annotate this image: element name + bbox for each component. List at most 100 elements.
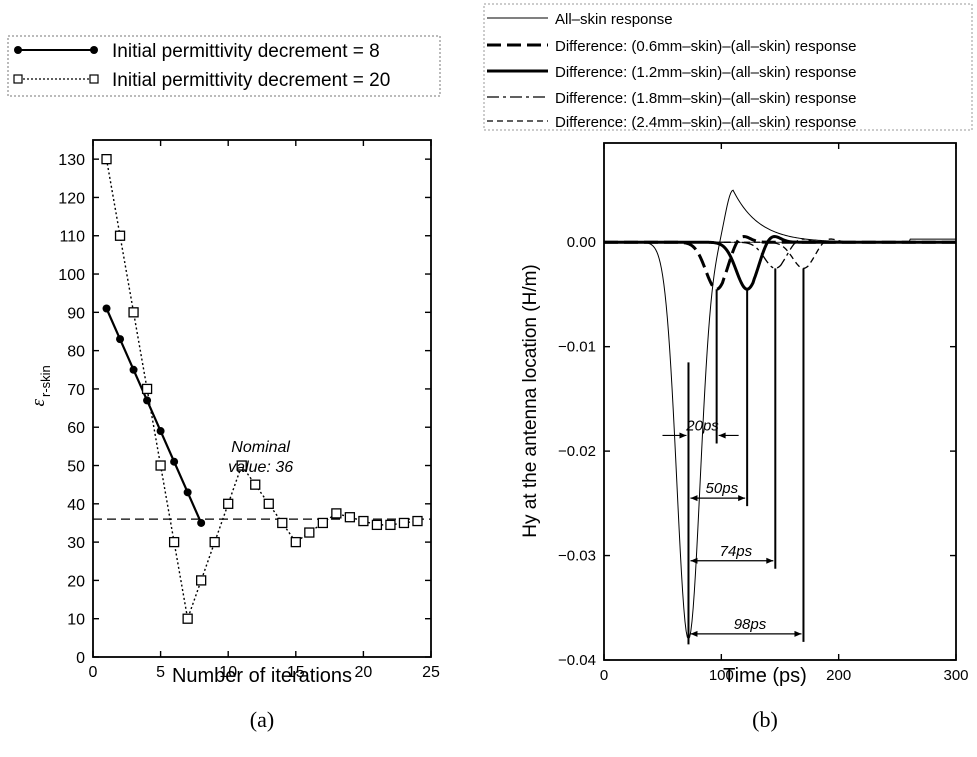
y-tick-label-a: 30: [67, 535, 85, 552]
panel-label-b: (b): [752, 707, 778, 732]
nominal-annotation-line-2: value: 36: [228, 459, 293, 476]
y-tick-label-b: −0.01: [558, 339, 596, 356]
delay-label: 98ps: [734, 616, 767, 633]
response-curves: [604, 189, 956, 641]
marker-decrement-20: [168, 536, 180, 548]
marker-decrement-20: [209, 536, 220, 548]
nominal-annotation-line-1: Nominal: [231, 439, 290, 456]
marker-decrement-20: [155, 460, 166, 471]
plot-area-a: [92, 139, 432, 658]
axes-b: 0 100 200 300 0.00 −0.01 −0.02 −0.03 −0.04: [558, 143, 969, 684]
x-tick-label-b: 100: [709, 667, 734, 684]
x-tick-label-a: 10: [219, 664, 237, 681]
panel-label-a: (a): [250, 707, 274, 732]
y-axis-label-b: Hy at the antenna location (H/m): [520, 264, 541, 538]
marker-decrement-20: [277, 517, 288, 529]
legend-a-label-2: Initial permittivity decrement = 20: [112, 70, 390, 91]
response-curve-2: [604, 235, 956, 291]
delay-arrowhead: [718, 432, 726, 439]
series-decrement-8-markers: [102, 304, 206, 527]
delay-label: 20ps: [685, 417, 719, 434]
delay-arrowhead: [766, 557, 774, 564]
x-tick-label-a: 25: [422, 664, 440, 681]
y-tick-label-a: 20: [67, 573, 85, 590]
x-tick-label-a: 20: [355, 664, 373, 681]
y-tick-label-a: 90: [67, 305, 85, 322]
y-tick-label-b: −0.03: [558, 548, 596, 565]
delay-label: 50ps: [706, 480, 739, 497]
y-axis-label-a: ε r-skin: [28, 365, 53, 406]
legend-b-frame: [483, 3, 973, 131]
delay-arrowhead: [679, 432, 687, 439]
y-tick-label-a: 110: [59, 229, 85, 246]
marker-decrement-20: [182, 613, 193, 624]
y-tick-label-a: 70: [67, 382, 85, 399]
marker-decrement-20: [344, 512, 356, 523]
x-tick-label-b: 300: [943, 667, 968, 684]
panel-a: Initial permittivity decrement = 8 Initi…: [7, 35, 441, 732]
legend-a-marker-1a: [14, 46, 22, 54]
legend-a-label-1: Initial permittivity decrement = 8: [112, 41, 380, 62]
marker-decrement-20: [304, 527, 315, 538]
y-tick-label-a: 130: [58, 152, 85, 169]
x-axis-label-a: Number of iterations: [172, 665, 352, 687]
x-axis-label-b: Time (ps): [723, 665, 807, 687]
legend-a: Initial permittivity decrement = 8 Initi…: [7, 35, 441, 97]
series-decrement-8-line: [105, 308, 203, 524]
x-tick-label-a: 15: [287, 664, 305, 681]
y-tick-label-b: −0.02: [558, 443, 596, 460]
y-tick-label-a: 60: [67, 420, 85, 437]
response-curve-1: [604, 189, 956, 641]
marker-decrement-8: [156, 427, 165, 436]
marker-decrement-8: [170, 457, 179, 466]
x-tick-label-b: 0: [600, 667, 608, 684]
marker-decrement-8: [143, 396, 152, 405]
series-decrement-20-markers: [101, 153, 423, 624]
legend-a-frame: [7, 35, 441, 97]
marker-decrement-20: [331, 508, 342, 519]
delay-arrowhead: [690, 630, 698, 637]
legend-b-label-1: All–skin response: [555, 11, 673, 28]
marker-decrement-20: [358, 515, 369, 527]
marker-decrement-20: [371, 519, 383, 531]
x-tick-label-b: 200: [826, 667, 851, 684]
y-tick-label-a: 120: [58, 190, 85, 207]
delay-annotations: 20ps 50ps 74ps 98ps: [662, 268, 805, 645]
marker-decrement-20: [223, 498, 234, 509]
delay-label: 74ps: [720, 543, 753, 560]
legend-b-label-4: Difference: (1.8mm–skin)–(all–skin) resp…: [555, 90, 857, 107]
delay-arrowhead: [738, 495, 746, 502]
marker-decrement-20: [101, 153, 112, 165]
legend-a-marker-2b: [89, 74, 99, 84]
marker-decrement-20: [114, 230, 126, 241]
legend-a-marker-2a: [13, 74, 23, 84]
y-tick-label-a: 0: [76, 650, 85, 667]
y-tick-label-a: 80: [67, 344, 85, 361]
legend-b-label-3: Difference: (1.2mm–skin)–(all–skin) resp…: [555, 64, 857, 81]
marker-decrement-20: [141, 383, 153, 395]
y-tick-label-b: 0.00: [567, 234, 596, 251]
marker-decrement-20: [412, 515, 423, 527]
series-decrement-20-line: [105, 159, 418, 622]
marker-decrement-20: [128, 307, 139, 318]
y-tick-label-a: 50: [67, 459, 85, 476]
marker-decrement-8: [102, 304, 111, 313]
legend-b-label-2: Difference: (0.6mm–skin)–(all–skin) resp…: [555, 38, 857, 55]
x-tick-label-a: 0: [89, 664, 98, 681]
y-tick-label-a: 10: [67, 612, 85, 629]
axes-a: 0 5 10 15 20 25 0 10 20 30 40 50 60 70 80 90 100 110 120 13…: [58, 140, 440, 681]
marker-decrement-8: [129, 365, 138, 374]
legend-b-label-5: Difference: (2.4mm–skin)–(all–skin) resp…: [555, 114, 857, 131]
response-curve-3: [604, 235, 956, 291]
marker-decrement-20: [317, 517, 328, 529]
delay-arrowhead: [690, 557, 698, 564]
panel-b: All–skin response Difference: (0.6mm–ski…: [483, 3, 973, 732]
marker-decrement-20: [250, 479, 261, 490]
marker-decrement-20: [398, 517, 410, 529]
marker-decrement-20: [196, 575, 207, 586]
marker-decrement-8: [116, 335, 125, 344]
legend-a-marker-1b: [90, 46, 98, 54]
marker-decrement-20: [385, 519, 396, 531]
legend-b: All–skin response Difference: (0.6mm–ski…: [483, 3, 973, 131]
